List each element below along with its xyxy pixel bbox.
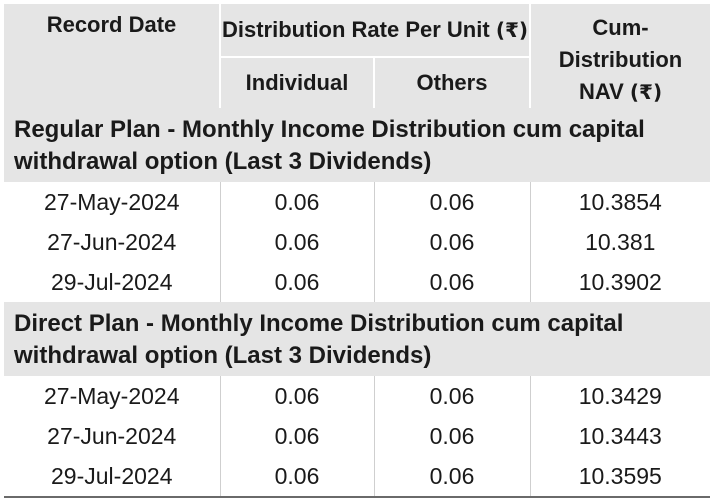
- header-cum-nav-unit: (₹): [629, 80, 663, 104]
- individual-rate-cell: 0.06: [219, 456, 374, 498]
- header-distribution-rate-unit: (₹): [495, 17, 529, 42]
- individual-rate-cell: 0.06: [219, 262, 374, 302]
- header-individual: Individual: [219, 55, 374, 108]
- record-date-cell: 27-May-2024: [43, 188, 180, 215]
- header-distribution-rate: Distribution Rate Per Unit (₹): [218, 4, 531, 57]
- table-row: 29-Jul-2024 0.06 0.06 10.3595: [4, 456, 711, 498]
- table-row: 27-May-2024 0.06 0.06 10.3429: [4, 376, 711, 416]
- section-title-direct-plan: Direct Plan - Monthly Income Distributio…: [4, 302, 711, 376]
- others-rate-cell: 0.06: [373, 222, 531, 262]
- table-row: 27-May-2024 0.06 0.06 10.3854: [4, 182, 711, 222]
- nav-cell: 10.3429: [529, 376, 711, 416]
- individual-rate-cell: 0.06: [219, 376, 374, 416]
- others-rate-cell: 0.06: [373, 182, 531, 222]
- record-date-cell: 27-May-2024: [43, 382, 180, 409]
- record-date-cell: 27-Jun-2024: [47, 228, 177, 255]
- header-cum-nav-line1: Cum-Distribution: [558, 15, 683, 72]
- section-row-direct: Direct Plan - Monthly Income Distributio…: [4, 302, 711, 376]
- dividend-history-table: Record Date Distribution Rate Per Unit (…: [4, 4, 711, 498]
- header-record-date: Record Date: [4, 4, 220, 108]
- nav-cell: 10.3443: [529, 416, 711, 456]
- header-others: Others: [372, 55, 531, 108]
- table-row: 27-Jun-2024 0.06 0.06 10.3443: [4, 416, 711, 456]
- individual-rate-cell: 0.06: [219, 182, 374, 222]
- section-row-regular: Regular Plan - Monthly Income Distributi…: [4, 108, 711, 182]
- nav-cell: 10.3595: [529, 456, 711, 498]
- record-date-cell: 27-Jun-2024: [47, 422, 177, 449]
- header-row-sub: Individual Others: [4, 55, 710, 108]
- others-rate-cell: 0.06: [373, 262, 531, 302]
- table-row: 27-Jun-2024 0.06 0.06 10.381: [4, 222, 711, 262]
- nav-cell: 10.3854: [529, 182, 711, 222]
- header-distribution-rate-label: Distribution Rate Per Unit: [222, 16, 490, 42]
- record-date-cell: 29-Jul-2024: [51, 268, 173, 295]
- header-cum-nav-line2: NAV: [578, 79, 624, 104]
- header-row-top: Record Date Distribution Rate Per Unit (…: [4, 4, 711, 108]
- table-row: 29-Jul-2024 0.06 0.06 10.3902: [4, 262, 711, 302]
- others-rate-cell: 0.06: [373, 456, 531, 498]
- others-rate-cell: 0.06: [373, 376, 531, 416]
- others-rate-cell: 0.06: [373, 416, 531, 456]
- section-title-regular-plan: Regular Plan - Monthly Income Distributi…: [4, 108, 711, 182]
- nav-cell: 10.381: [529, 222, 711, 262]
- individual-rate-cell: 0.06: [219, 222, 374, 262]
- nav-cell: 10.3902: [529, 262, 711, 302]
- header-cum-distribution-nav: Cum-Distribution NAV (₹): [529, 4, 711, 108]
- record-date-cell: 29-Jul-2024: [4, 456, 220, 498]
- individual-rate-cell: 0.06: [219, 416, 374, 456]
